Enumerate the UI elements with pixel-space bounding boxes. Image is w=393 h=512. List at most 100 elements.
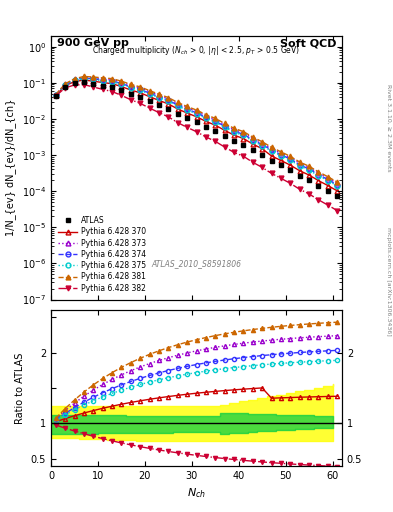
ATLAS <box>204 124 208 130</box>
Pythia 6.428 375 <box>307 167 311 173</box>
Pythia 6.428 382 <box>100 87 105 93</box>
Pythia 6.428 381 <box>231 125 236 132</box>
Pythia 6.428 370 <box>279 157 283 163</box>
ATLAS <box>157 102 162 109</box>
Pythia 6.428 374 <box>147 90 152 96</box>
Line: ATLAS: ATLAS <box>53 80 340 198</box>
Pythia 6.428 382 <box>53 93 58 99</box>
Pythia 6.428 373 <box>175 100 180 106</box>
Pythia 6.428 370 <box>288 162 293 168</box>
ATLAS <box>129 91 133 97</box>
Pythia 6.428 382 <box>222 144 227 150</box>
Pythia 6.428 374 <box>175 102 180 108</box>
Pythia 6.428 382 <box>91 84 95 90</box>
Pythia 6.428 382 <box>194 129 199 135</box>
ATLAS <box>298 173 302 179</box>
Pythia 6.428 373 <box>157 92 162 98</box>
Pythia 6.428 370 <box>82 77 86 83</box>
Pythia 6.428 375 <box>250 138 255 144</box>
Text: Charged multiplicity ($N_{ch}$ > 0, $|\eta|$ < 2.5, $p_T$ > 0.5 GeV): Charged multiplicity ($N_{ch}$ > 0, $|\e… <box>92 44 301 57</box>
Pythia 6.428 375 <box>82 75 86 81</box>
Pythia 6.428 370 <box>231 132 236 138</box>
Pythia 6.428 382 <box>250 159 255 165</box>
Line: Pythia 6.428 382: Pythia 6.428 382 <box>53 82 340 213</box>
Pythia 6.428 373 <box>147 89 152 95</box>
Pythia 6.428 381 <box>119 78 124 84</box>
ATLAS <box>138 94 143 100</box>
Pythia 6.428 370 <box>157 97 162 103</box>
Pythia 6.428 374 <box>335 182 340 188</box>
Pythia 6.428 382 <box>231 150 236 156</box>
Pythia 6.428 374 <box>119 80 124 87</box>
Pythia 6.428 373 <box>185 104 189 111</box>
ATLAS <box>100 82 105 89</box>
Pythia 6.428 381 <box>82 73 86 79</box>
ATLAS <box>185 115 189 121</box>
Pythia 6.428 382 <box>119 92 124 98</box>
Pythia 6.428 373 <box>325 175 330 181</box>
Pythia 6.428 375 <box>147 91 152 97</box>
Pythia 6.428 382 <box>279 175 283 181</box>
Pythia 6.428 373 <box>63 81 68 87</box>
Pythia 6.428 370 <box>194 114 199 120</box>
ATLAS <box>279 162 283 168</box>
Pythia 6.428 375 <box>241 133 246 139</box>
Pythia 6.428 375 <box>269 148 274 154</box>
Pythia 6.428 375 <box>91 76 95 82</box>
Pythia 6.428 374 <box>325 177 330 183</box>
Pythia 6.428 381 <box>147 88 152 94</box>
Pythia 6.428 381 <box>53 92 58 98</box>
Y-axis label: 1/N_{ev} dN_{ev}/dN_{ch}: 1/N_{ev} dN_{ev}/dN_{ch} <box>6 99 17 237</box>
Text: Soft QCD: Soft QCD <box>279 38 336 49</box>
Pythia 6.428 382 <box>204 134 208 140</box>
ATLAS <box>166 106 171 112</box>
Pythia 6.428 381 <box>307 163 311 169</box>
Pythia 6.428 370 <box>213 122 218 128</box>
Pythia 6.428 370 <box>222 127 227 134</box>
Pythia 6.428 381 <box>129 81 133 88</box>
ATLAS <box>175 111 180 117</box>
Pythia 6.428 381 <box>213 115 218 121</box>
Pythia 6.428 375 <box>325 178 330 184</box>
Pythia 6.428 373 <box>316 170 321 176</box>
Pythia 6.428 370 <box>166 101 171 107</box>
Pythia 6.428 382 <box>316 197 321 203</box>
Pythia 6.428 373 <box>53 92 58 98</box>
ATLAS <box>288 167 293 173</box>
Pythia 6.428 382 <box>110 89 114 95</box>
Pythia 6.428 374 <box>222 123 227 130</box>
Pythia 6.428 375 <box>72 77 77 83</box>
Pythia 6.428 382 <box>63 85 68 91</box>
Pythia 6.428 373 <box>204 113 208 119</box>
Pythia 6.428 375 <box>185 107 189 113</box>
Pythia 6.428 375 <box>335 183 340 189</box>
Pythia 6.428 373 <box>119 79 124 85</box>
Text: 900 GeV pp: 900 GeV pp <box>57 38 129 49</box>
Pythia 6.428 382 <box>325 202 330 208</box>
ATLAS <box>325 187 330 194</box>
Pythia 6.428 382 <box>82 81 86 88</box>
Pythia 6.428 374 <box>298 162 302 168</box>
Line: Pythia 6.428 374: Pythia 6.428 374 <box>53 76 340 187</box>
Pythia 6.428 381 <box>325 174 330 180</box>
Pythia 6.428 374 <box>279 152 283 158</box>
Pythia 6.428 382 <box>269 170 274 177</box>
ATLAS <box>231 138 236 144</box>
ATLAS <box>110 84 114 90</box>
ATLAS <box>269 158 274 164</box>
Pythia 6.428 373 <box>260 140 264 146</box>
Line: Pythia 6.428 370: Pythia 6.428 370 <box>53 78 340 193</box>
Pythia 6.428 382 <box>175 120 180 126</box>
Pythia 6.428 373 <box>194 108 199 114</box>
Pythia 6.428 370 <box>335 188 340 194</box>
Pythia 6.428 374 <box>288 156 293 162</box>
ATLAS <box>53 93 58 99</box>
Pythia 6.428 375 <box>213 119 218 125</box>
Pythia 6.428 370 <box>260 145 264 152</box>
Pythia 6.428 370 <box>147 94 152 100</box>
Pythia 6.428 374 <box>91 76 95 82</box>
Pythia 6.428 375 <box>316 173 321 179</box>
Pythia 6.428 381 <box>91 74 95 80</box>
Pythia 6.428 381 <box>194 107 199 113</box>
Pythia 6.428 373 <box>82 74 86 80</box>
